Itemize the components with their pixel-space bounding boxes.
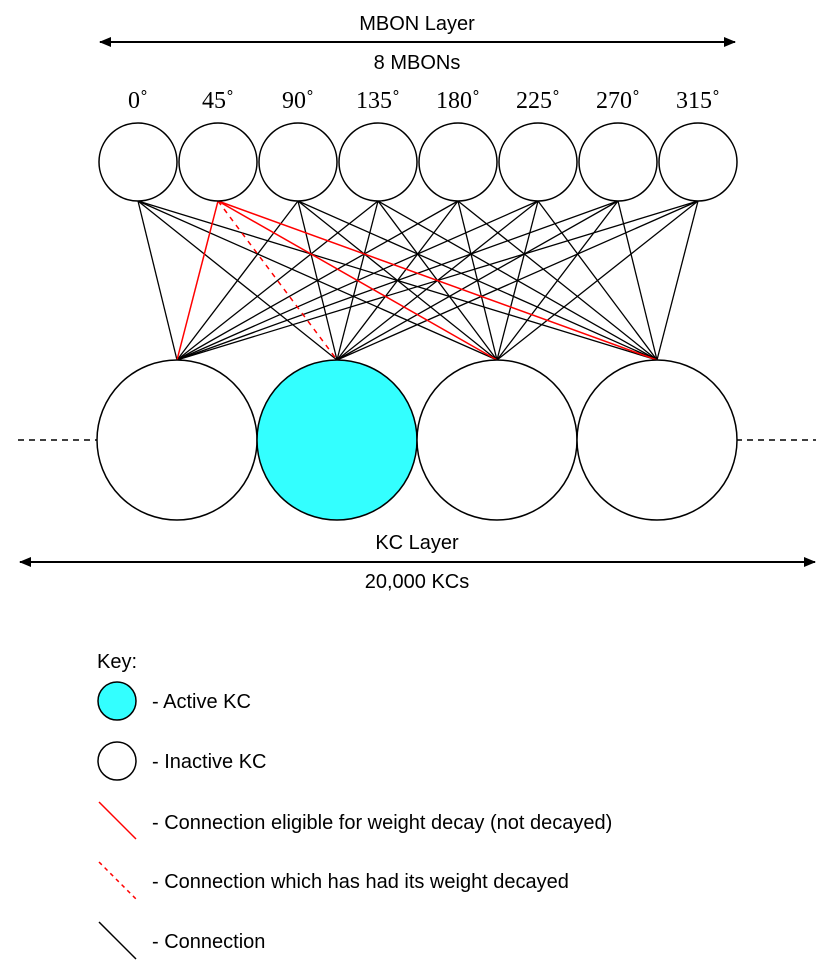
- connections: [137, 200, 699, 361]
- legend-active-kc-icon: [97, 681, 137, 721]
- eligible-connection: [217, 200, 498, 361]
- mbon-node: [98, 122, 178, 202]
- mbon-angle-label: 270˚: [596, 88, 640, 114]
- legend: Key: - Active KC - Inactive KC - Connect…: [97, 651, 612, 960]
- kc-layer-title: KC Layer: [375, 532, 459, 554]
- kc-node-active: [256, 359, 418, 521]
- connection: [137, 200, 178, 361]
- mbon-angle-label: 90˚: [282, 88, 314, 114]
- connection: [496, 200, 619, 361]
- kc-count-label: 20,000 KCs: [365, 571, 470, 593]
- mbon-node: [338, 122, 418, 202]
- mbon-node: [178, 122, 258, 202]
- connection: [176, 200, 379, 361]
- kc-node-inactive: [416, 359, 578, 521]
- mbon-node: [258, 122, 338, 202]
- mbon-node: [578, 122, 658, 202]
- kc-node-inactive: [96, 359, 258, 521]
- legend-inactive-kc-icon: [97, 741, 137, 781]
- mbon-angle-label: 180˚: [436, 88, 480, 114]
- connection: [176, 200, 299, 361]
- mbon-angle-label: 45˚: [202, 88, 234, 114]
- legend-eligible-line-icon: [98, 801, 137, 840]
- legend-decayed-label: - Connection which has had its weight de…: [152, 871, 569, 893]
- legend-connection-label: - Connection: [152, 931, 265, 953]
- decayed-connection: [217, 200, 338, 361]
- mbon-nodes: [98, 122, 738, 202]
- mbon-angle-label: 0˚: [128, 88, 148, 114]
- legend-inactive-kc-label: - Inactive KC: [152, 751, 266, 773]
- connection: [496, 200, 699, 361]
- mbon-angle-label: 225˚: [516, 88, 560, 114]
- connection: [176, 200, 459, 361]
- mbon-node: [658, 122, 738, 202]
- legend-title: Key:: [97, 651, 137, 673]
- legend-eligible-label: - Connection eligible for weight decay (…: [152, 812, 612, 834]
- mbon-angle-labels: 0˚ 45˚ 90˚ 135˚ 180˚ 225˚ 270˚ 315˚: [128, 88, 720, 114]
- legend-connection-line-icon: [98, 921, 137, 960]
- kc-nodes: [96, 359, 738, 521]
- legend-active-kc-label: - Active KC: [152, 691, 251, 713]
- eligible-connection: [176, 200, 219, 361]
- connection: [336, 200, 619, 361]
- connection: [336, 200, 699, 361]
- connection: [617, 200, 658, 361]
- mbon-node: [498, 122, 578, 202]
- eligible-connection: [217, 200, 658, 361]
- connection: [176, 200, 619, 361]
- mbon-layer-title: MBON Layer: [359, 13, 475, 35]
- mbon-node: [418, 122, 498, 202]
- mbon-angle-label: 315˚: [676, 88, 720, 114]
- connection: [656, 200, 699, 361]
- legend-decayed-line-icon: [98, 861, 137, 900]
- kc-node-inactive: [576, 359, 738, 521]
- mbon-angle-label: 135˚: [356, 88, 400, 114]
- mbon-count-label: 8 MBONs: [374, 52, 461, 74]
